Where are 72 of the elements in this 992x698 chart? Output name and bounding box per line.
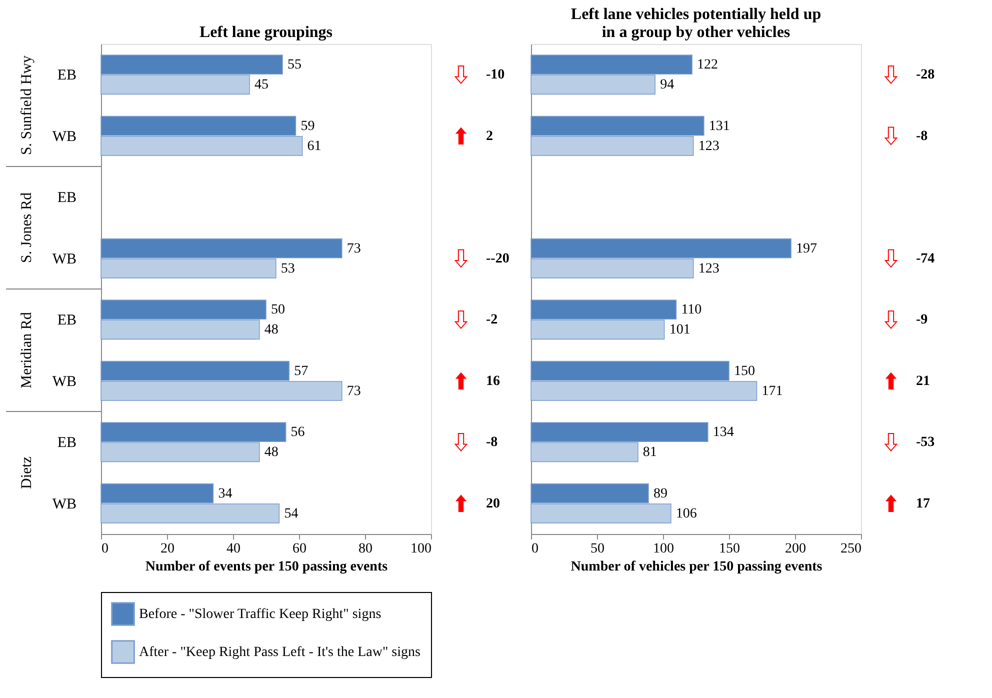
data-label: 73	[346, 241, 361, 256]
text: S. Sunfield Hwy	[19, 54, 35, 156]
legend-label: Before - "Slower Traffic Keep Right" signs	[139, 607, 382, 622]
x-tick-label: 50	[590, 542, 604, 556]
data-label: 171	[762, 384, 783, 399]
x-tick-label: 250	[840, 542, 862, 556]
y-tick-label: EB	[57, 312, 76, 329]
text: -9	[916, 312, 928, 328]
data-label: 59	[300, 118, 315, 134]
text: -2	[486, 312, 498, 328]
data-label: 106	[676, 506, 697, 522]
text: S. Jones Rd	[19, 192, 35, 263]
text: Meridian Rd	[19, 312, 35, 388]
data-label: 110	[681, 302, 702, 318]
data-label: 55	[288, 58, 302, 73]
text: Dietz	[19, 456, 35, 489]
data-label: 89	[653, 486, 668, 502]
data-label: 48	[264, 445, 278, 460]
data-label: 73	[346, 384, 361, 399]
x-tick-label: 200	[785, 542, 806, 556]
data-label: 150	[734, 364, 755, 379]
data-label: 101	[669, 322, 690, 338]
x-tick-label: 100	[653, 542, 674, 556]
chart-title: Left lane vehicles potentially held up in a group by other vehicles	[570, 6, 822, 41]
y-tick-label: WB	[52, 496, 76, 512]
x-tick-label: 80	[358, 542, 372, 556]
y-tick-label: WB	[52, 374, 76, 390]
x-axis-title: Number of vehicles per 150 passing events	[570, 560, 823, 574]
x-tick-label: 20	[160, 542, 174, 556]
data-label: 50	[271, 302, 285, 318]
text: 20	[486, 496, 500, 512]
data-label: 56	[290, 425, 305, 440]
y-tick-label: EB	[57, 68, 76, 84]
data-label: 94	[660, 78, 674, 93]
text: 21	[916, 374, 930, 389]
y-tick-label: EB	[57, 435, 76, 452]
x-tick-label: 0	[102, 542, 108, 556]
data-label: 81	[642, 445, 657, 460]
x-tick-label: 150	[719, 542, 740, 556]
text: -53	[916, 435, 935, 450]
chart-title: Left lane groupings	[199, 24, 333, 41]
text: 16	[486, 374, 500, 389]
y-tick-label: WB	[52, 251, 76, 268]
y-tick-label: EB	[57, 190, 76, 206]
text: -74	[916, 251, 935, 266]
text: 2	[486, 128, 493, 144]
data-label: 48	[264, 322, 278, 338]
text: 17	[916, 496, 930, 512]
data-label: 131	[708, 118, 730, 134]
x-tick-label: 100	[410, 542, 432, 556]
x-axis-title: Number of events per 150 passing events	[145, 560, 388, 574]
x-tick-label: 40	[226, 542, 240, 556]
x-tick-label: 60	[292, 542, 306, 556]
data-label: 45	[254, 78, 268, 93]
text: -8	[916, 128, 928, 144]
y-tick-label: WB	[52, 128, 76, 145]
text: -8	[486, 435, 498, 450]
data-label: 34	[218, 486, 232, 502]
text: --20	[486, 251, 510, 266]
data-label: 123	[698, 138, 720, 154]
data-label: 57	[294, 364, 308, 379]
data-label: 197	[796, 241, 818, 256]
data-label: 123	[698, 261, 720, 276]
legend-label: After - "Keep Right Pass Left - It's the Law" signs	[139, 645, 420, 660]
data-label: 122	[697, 58, 718, 73]
text: -28	[916, 68, 935, 83]
data-label: 134	[712, 425, 734, 440]
text: -10	[486, 68, 505, 83]
data-label: 53	[280, 261, 295, 276]
x-tick-label: 0	[532, 542, 538, 556]
data-label: 54	[284, 506, 298, 522]
data-label: 61	[307, 138, 322, 154]
